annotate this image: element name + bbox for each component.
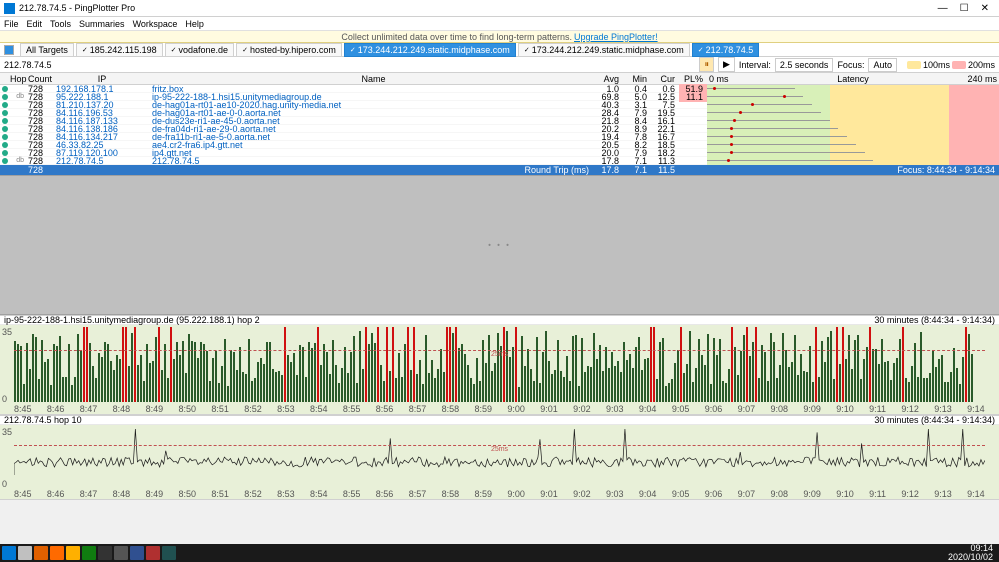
status-dot xyxy=(2,158,8,164)
minimize-button[interactable]: — xyxy=(938,3,948,14)
tab-1[interactable]: ✓185.242.115.198 xyxy=(76,43,163,57)
target-address: 212.78.74.5 xyxy=(4,60,699,70)
taskbar-icon-9[interactable] xyxy=(146,546,160,560)
target-tabs: All Targets✓185.242.115.198✓vodafone.de✓… xyxy=(0,43,999,57)
status-dot xyxy=(2,102,8,108)
taskbar-icon-4[interactable] xyxy=(66,546,80,560)
legend-200ms xyxy=(952,61,966,69)
menu-workspace[interactable]: Workspace xyxy=(133,19,178,29)
col-min[interactable]: Min xyxy=(623,74,651,84)
table-row[interactable]: db728212.78.74.5212.78.74.517.87.111.3 xyxy=(0,157,999,165)
taskbar-icon-10[interactable] xyxy=(162,546,176,560)
tab-5[interactable]: ✓173.244.212.249.static.midphase.com xyxy=(518,43,690,57)
timeline1-header: ip-95-222-188-1.hsi15.unitymediagroup.de… xyxy=(0,315,999,325)
pause-button[interactable]: ⏸ xyxy=(699,57,714,72)
col-avg[interactable]: Avg xyxy=(595,74,623,84)
col-cur[interactable]: Cur xyxy=(651,74,679,84)
menu-help[interactable]: Help xyxy=(185,19,204,29)
status-dot xyxy=(2,142,8,148)
menu-summaries[interactable]: Summaries xyxy=(79,19,125,29)
interval-label: Interval: xyxy=(739,60,771,70)
status-dot xyxy=(2,86,8,92)
taskbar-icon-8[interactable] xyxy=(130,546,144,560)
titlebar: 212.78.74.5 - PingPlotter Pro — ☐ ✕ xyxy=(0,0,999,17)
tab-2[interactable]: ✓vodafone.de xyxy=(165,43,234,57)
focus-label: Focus: xyxy=(837,60,864,70)
legend-100ms xyxy=(907,61,921,69)
status-dot xyxy=(2,94,8,100)
menu-tools[interactable]: Tools xyxy=(50,19,71,29)
col-pl[interactable]: PL% xyxy=(679,74,707,84)
round-trip-row: 728 Round Trip (ms) 17.8 7.1 11.5 Focus:… xyxy=(0,165,999,175)
focus-select[interactable]: Auto xyxy=(868,58,897,72)
taskbar-icon-5[interactable] xyxy=(82,546,96,560)
summary-tab-icon[interactable] xyxy=(4,45,14,55)
timeline2-header: 212.78.74.5 hop 10 30 minutes (8:44:34 -… xyxy=(0,415,999,425)
taskbar-icon-6[interactable] xyxy=(98,546,112,560)
menu-file[interactable]: File xyxy=(4,19,19,29)
status-dot xyxy=(2,126,8,132)
col-hop[interactable]: Hop xyxy=(10,74,26,84)
taskbar: 09:142020/10/02 xyxy=(0,544,999,562)
col-name[interactable]: Name xyxy=(152,74,595,84)
col-count[interactable]: Count xyxy=(26,74,52,84)
tab-3[interactable]: ✓hosted-by.hipero.com xyxy=(236,43,342,57)
banner-link[interactable]: Upgrade PingPlotter! xyxy=(574,32,658,42)
close-button[interactable]: ✕ xyxy=(981,3,989,14)
col-graph: 0 ms 240 ms Latency xyxy=(707,74,999,84)
splitter-handle[interactable]: • • • xyxy=(488,241,511,250)
taskbar-icon-2[interactable] xyxy=(34,546,48,560)
status-dot xyxy=(2,118,8,124)
play-button[interactable]: ▶ xyxy=(718,57,735,72)
menu-edit[interactable]: Edit xyxy=(27,19,43,29)
clock[interactable]: 09:142020/10/02 xyxy=(948,544,997,562)
tab-0[interactable]: All Targets xyxy=(20,43,74,57)
timeline2-range: 30 minutes (8:44:34 - 9:14:34) xyxy=(874,415,995,425)
menubar: File Edit Tools Summaries Workspace Help xyxy=(0,17,999,31)
timeline1-graph[interactable]: 350 25ms 8:458:468:478:488:498:508:518:5… xyxy=(0,325,999,415)
taskbar-icon-1[interactable] xyxy=(18,546,32,560)
timeline2-graph[interactable]: 350 25ms 8:458:468:478:488:498:508:518:5… xyxy=(0,425,999,500)
status-dot xyxy=(2,134,8,140)
upgrade-banner: Collect unlimited data over time to find… xyxy=(0,31,999,43)
taskbar-icon-0[interactable] xyxy=(2,546,16,560)
toolbar: 212.78.74.5 ⏸ ▶ Interval: 2.5 seconds Fo… xyxy=(0,57,999,73)
tab-6[interactable]: ✓212.78.74.5 xyxy=(692,43,759,57)
splitter[interactable]: • • • xyxy=(0,175,999,315)
taskbar-icon-3[interactable] xyxy=(50,546,64,560)
taskbar-icon-7[interactable] xyxy=(114,546,128,560)
interval-select[interactable]: 2.5 seconds xyxy=(775,58,834,72)
maximize-button[interactable]: ☐ xyxy=(960,3,969,14)
col-ip[interactable]: IP xyxy=(52,74,152,84)
window-title: 212.78.74.5 - PingPlotter Pro xyxy=(19,3,938,13)
status-dot xyxy=(2,150,8,156)
tab-4[interactable]: ✓173.244.212.249.static.midphase.com xyxy=(344,43,516,57)
timeline1-title: ip-95-222-188-1.hsi15.unitymediagroup.de… xyxy=(4,315,874,325)
hop-table: 728192.168.178.1fritz.box1.00.40.651.9db… xyxy=(0,85,999,165)
status-dot xyxy=(2,110,8,116)
timeline2-title: 212.78.74.5 hop 10 xyxy=(4,415,874,425)
banner-text: Collect unlimited data over time to find… xyxy=(341,32,572,42)
timeline1-range: 30 minutes (8:44:34 - 9:14:34) xyxy=(874,315,995,325)
app-icon xyxy=(4,3,15,14)
